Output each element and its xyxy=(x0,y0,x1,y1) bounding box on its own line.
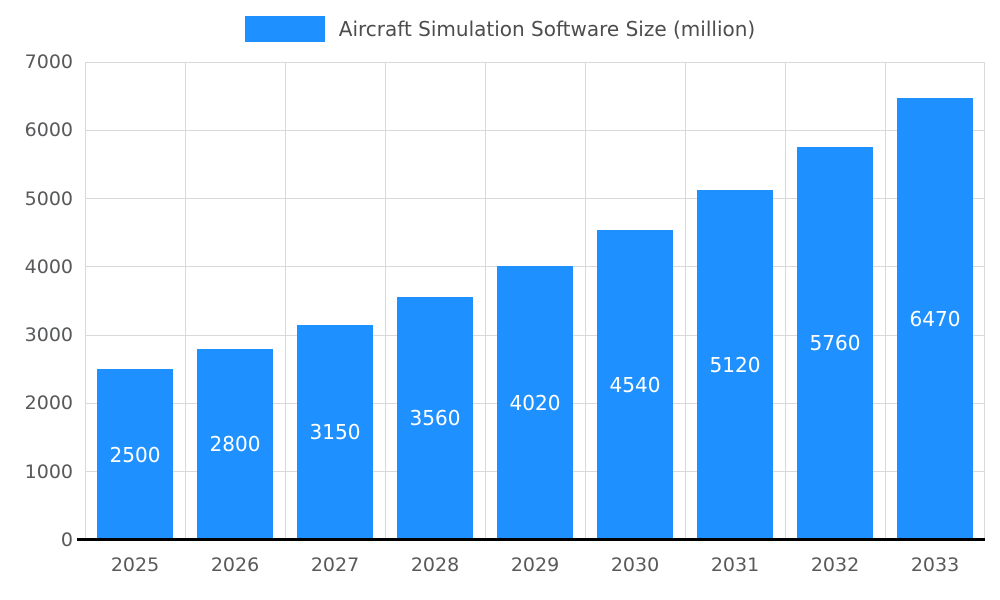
x-tick-label: 2031 xyxy=(710,554,760,576)
v-gridline xyxy=(885,62,886,540)
y-tick-label: 2000 xyxy=(24,392,73,415)
bar-value-label: 5120 xyxy=(709,353,761,378)
x-tick-label: 2027 xyxy=(310,554,360,576)
x-tick-label: 2030 xyxy=(610,554,660,576)
v-gridline xyxy=(285,62,286,540)
bar: 3150 xyxy=(297,324,373,540)
x-axis-line xyxy=(77,538,985,541)
bar: 2800 xyxy=(197,348,273,540)
x-tick-label: 2029 xyxy=(510,554,560,576)
y-tick-label: 4000 xyxy=(24,255,73,278)
bar: 2500 xyxy=(97,369,173,540)
v-gridline xyxy=(984,62,985,540)
bar: 4540 xyxy=(597,229,673,540)
x-tick-label: 2032 xyxy=(810,554,860,576)
v-gridline xyxy=(685,62,686,540)
v-gridline xyxy=(385,62,386,540)
y-tick-label: 0 xyxy=(60,529,73,551)
y-tick-label: 3000 xyxy=(24,324,73,347)
y-tick-label: 5000 xyxy=(24,187,73,210)
y-axis-labels: 0 1000 2000 3000 4000 5000 6000 7000 xyxy=(0,51,73,551)
plot-area: 2500 2800 3150 3560 4020 4540 5120 5760 6470 xyxy=(77,61,985,541)
y-tick-label: 7000 xyxy=(24,51,73,73)
bar: 6470 xyxy=(897,98,973,540)
x-axis-labels: 2025 2026 2027 2028 2029 2030 2031 2032 2033 xyxy=(85,552,985,582)
x-tick-label: 2025 xyxy=(110,554,160,576)
bar-value-label: 3150 xyxy=(309,420,361,445)
bar: 4020 xyxy=(497,265,573,540)
v-gridline xyxy=(585,62,586,540)
y-tick-label: 6000 xyxy=(24,119,73,142)
bar: 5120 xyxy=(697,190,773,540)
x-tick-label: 2033 xyxy=(910,554,960,576)
x-tick-label: 2028 xyxy=(410,554,460,576)
bar-value-label: 5760 xyxy=(809,331,861,356)
h-gridline xyxy=(85,198,985,200)
x-tick-label: 2026 xyxy=(210,554,260,576)
bar-value-label: 4540 xyxy=(609,372,661,397)
legend-swatch xyxy=(244,16,325,42)
v-gridline xyxy=(485,62,486,540)
bar: 3560 xyxy=(397,296,473,540)
bar-value-label: 4020 xyxy=(509,390,561,415)
chart-legend: Aircraft Simulation Software Size (milli… xyxy=(0,16,1000,42)
bar-value-label: 2500 xyxy=(109,442,161,467)
legend-label: Aircraft Simulation Software Size (milli… xyxy=(338,17,756,41)
v-gridline xyxy=(785,62,786,540)
y-tick-label: 1000 xyxy=(24,460,73,483)
bar-value-label: 6470 xyxy=(909,307,961,332)
bar-value-label: 3560 xyxy=(409,406,461,431)
bar-value-label: 2800 xyxy=(209,432,261,457)
bar: 5760 xyxy=(797,146,873,540)
v-gridline xyxy=(185,62,186,540)
h-gridline xyxy=(85,61,985,63)
v-gridline xyxy=(85,62,86,540)
h-gridline xyxy=(85,129,985,131)
